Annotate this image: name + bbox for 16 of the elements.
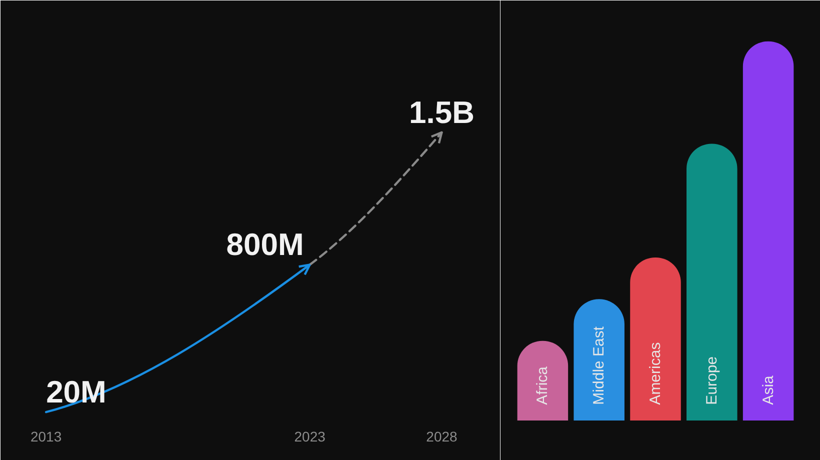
bar <box>742 41 794 420</box>
bar <box>630 257 681 420</box>
x-tick-label: 2023 <box>294 428 326 444</box>
x-tick-label: 2013 <box>30 428 62 444</box>
data-label: 1.5B <box>409 94 474 130</box>
x-tick-label: Americas <box>647 342 664 405</box>
x-tick-label: Asia <box>760 374 777 405</box>
x-tick-label: Europe <box>703 356 720 405</box>
bar <box>574 299 624 420</box>
x-tick-label: Africa <box>534 366 552 405</box>
x-tick-label: Middle East <box>590 326 608 405</box>
data-label: 20M <box>46 374 106 410</box>
x-tick-label: 2028 <box>426 428 458 444</box>
data-label: 800M <box>226 227 304 262</box>
bar <box>517 340 568 420</box>
bar <box>686 144 738 420</box>
